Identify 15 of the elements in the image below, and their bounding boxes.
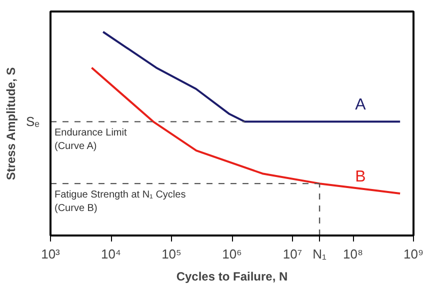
- x-tick-label: 10⁸: [343, 246, 363, 262]
- y-axis-title: Stress Amplitude, S: [4, 67, 18, 180]
- x-tick-label: 10³: [41, 246, 61, 262]
- ref-line-label: N₁: [312, 246, 328, 262]
- x-tick-label: 10⁵: [162, 246, 182, 262]
- x-tick-label: 10⁷: [282, 246, 302, 262]
- annotation: Fatigue Strength at N₁ Cycles (Curve B): [54, 190, 186, 214]
- ref-line-label: Sₑ: [26, 114, 40, 130]
- annotation: Endurance Limit (Curve A): [54, 128, 127, 152]
- x-tick-label: 10⁶: [222, 246, 242, 262]
- series-label: B: [355, 168, 366, 186]
- series-label: A: [355, 96, 366, 114]
- x-axis-title: Cycles to Failure, N: [176, 270, 288, 284]
- x-tick-label: 10⁹: [403, 246, 424, 262]
- x-tick-label: 10⁴: [100, 246, 122, 262]
